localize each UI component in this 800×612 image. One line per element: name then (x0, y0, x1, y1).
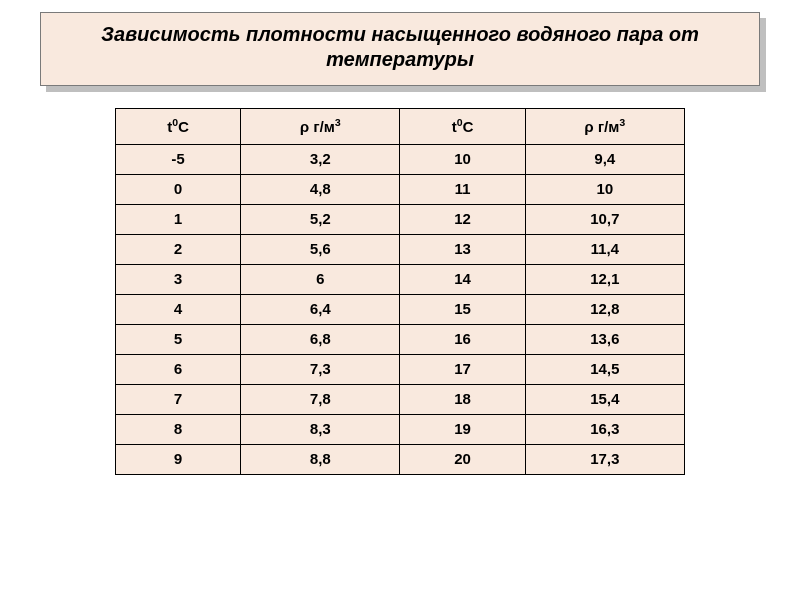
table-cell: 16,3 (525, 415, 684, 445)
table-row: 46,41512,8 (116, 295, 685, 325)
table-cell: 5,6 (241, 235, 400, 265)
title-box: Зависимость плотности насыщенного водяно… (40, 12, 760, 86)
table-row: 56,81613,6 (116, 325, 685, 355)
table-cell: 5,2 (241, 205, 400, 235)
table-cell: 20 (400, 445, 525, 475)
table-cell: 17,3 (525, 445, 684, 475)
table-cell: 8 (116, 415, 241, 445)
table-cell: 14,5 (525, 355, 684, 385)
table-cell: 0 (116, 175, 241, 205)
col-header-temp-1: t0С (116, 109, 241, 145)
col-header-temp-2: t0С (400, 109, 525, 145)
hdr-t-suffix-1: С (178, 119, 189, 136)
table-cell: 6,8 (241, 325, 400, 355)
table-row: 25,61311,4 (116, 235, 685, 265)
table-cell: 9,4 (525, 145, 684, 175)
title-container: Зависимость плотности насыщенного водяно… (40, 12, 760, 86)
table-body: -53,2109,404,8111015,21210,725,61311,436… (116, 145, 685, 475)
col-header-rho-1: ρ г/м3 (241, 109, 400, 145)
hdr-t-suffix-2: С (463, 119, 474, 136)
table-cell: 7,8 (241, 385, 400, 415)
vapor-density-table: t0С ρ г/м3 t0С ρ г/м3 -53,2109,404,81110… (115, 108, 685, 475)
table-cell: 8,8 (241, 445, 400, 475)
table-cell: 6 (116, 355, 241, 385)
table-cell: 12,1 (525, 265, 684, 295)
table-cell: 10,7 (525, 205, 684, 235)
table-cell: 6 (241, 265, 400, 295)
table-cell: 15,4 (525, 385, 684, 415)
table-cell: 3,2 (241, 145, 400, 175)
table-cell: 12,8 (525, 295, 684, 325)
table-cell: 16 (400, 325, 525, 355)
table-cell: 12 (400, 205, 525, 235)
table-row: 361412,1 (116, 265, 685, 295)
table-cell: 14 (400, 265, 525, 295)
table-cell: 4,8 (241, 175, 400, 205)
table-cell: 7 (116, 385, 241, 415)
table-cell: 19 (400, 415, 525, 445)
table-cell: 6,4 (241, 295, 400, 325)
hdr-rho-sup-1: 3 (335, 117, 341, 129)
table-row: 67,31714,5 (116, 355, 685, 385)
table-cell: 15 (400, 295, 525, 325)
table-cell: 10 (400, 145, 525, 175)
hdr-rho-sup-2: 3 (619, 117, 625, 129)
table-row: 98,82017,3 (116, 445, 685, 475)
col-header-rho-2: ρ г/м3 (525, 109, 684, 145)
hdr-rho-unit-2: г/м (594, 119, 620, 136)
table-row: -53,2109,4 (116, 145, 685, 175)
hdr-rho-sym-1: ρ (300, 119, 309, 136)
table-cell: 7,3 (241, 355, 400, 385)
table-row: 15,21210,7 (116, 205, 685, 235)
table-cell: 1 (116, 205, 241, 235)
table-header-row: t0С ρ г/м3 t0С ρ г/м3 (116, 109, 685, 145)
table-row: 77,81815,4 (116, 385, 685, 415)
table-cell: 4 (116, 295, 241, 325)
table-cell: 11 (400, 175, 525, 205)
table-cell: 13 (400, 235, 525, 265)
table-cell: 10 (525, 175, 684, 205)
table-cell: 9 (116, 445, 241, 475)
table-row: 04,81110 (116, 175, 685, 205)
table-cell: -5 (116, 145, 241, 175)
table-cell: 17 (400, 355, 525, 385)
table-row: 88,31916,3 (116, 415, 685, 445)
table-cell: 2 (116, 235, 241, 265)
table-cell: 13,6 (525, 325, 684, 355)
table-cell: 11,4 (525, 235, 684, 265)
hdr-rho-unit-1: г/м (309, 119, 335, 136)
table-cell: 5 (116, 325, 241, 355)
table-cell: 8,3 (241, 415, 400, 445)
hdr-rho-sym-2: ρ (584, 119, 593, 136)
table-cell: 3 (116, 265, 241, 295)
vapor-density-table-container: t0С ρ г/м3 t0С ρ г/м3 -53,2109,404,81110… (115, 108, 685, 475)
title-text: Зависимость плотности насыщенного водяно… (57, 23, 743, 73)
table-cell: 18 (400, 385, 525, 415)
